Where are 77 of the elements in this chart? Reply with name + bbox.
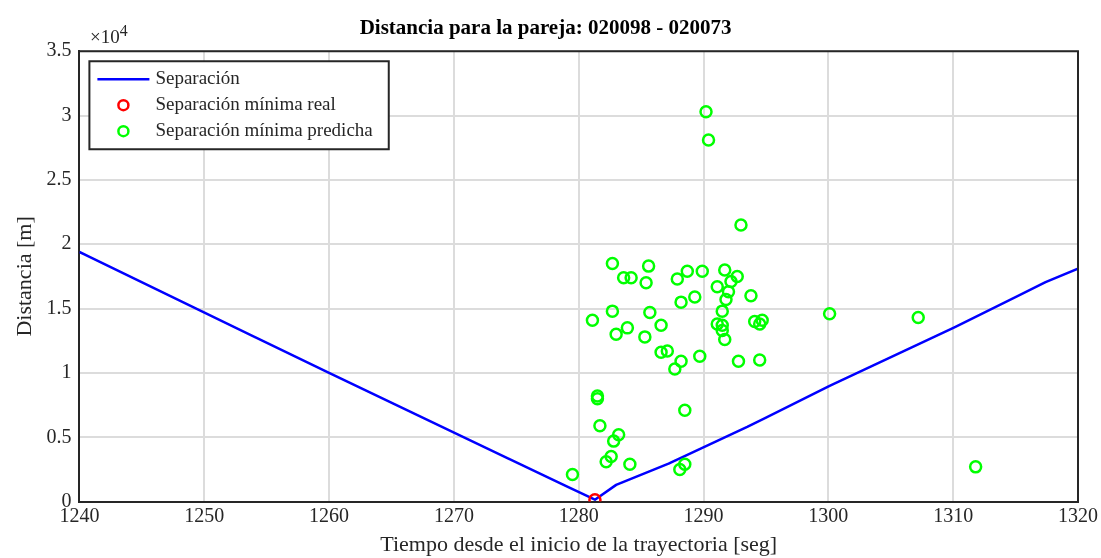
x-tick-label: 1250	[184, 503, 225, 526]
point	[968, 460, 983, 474]
point	[693, 349, 707, 363]
point	[638, 330, 652, 344]
point	[599, 454, 613, 469]
x-tick-label: 1280	[558, 503, 599, 526]
x-tick-label: 1270	[433, 503, 474, 526]
point	[747, 314, 762, 329]
y-tick-label: 3	[61, 102, 72, 125]
y-tick-label: 1.5	[46, 295, 72, 318]
point	[593, 418, 607, 433]
point	[699, 104, 713, 119]
y-tick-label: 2.5	[46, 167, 72, 190]
point	[654, 345, 668, 360]
point	[680, 264, 695, 278]
point	[643, 305, 657, 320]
text: ×10$^{4}$	[90, 22, 128, 49]
point	[609, 327, 623, 342]
point	[678, 457, 692, 472]
point	[731, 354, 746, 369]
point	[673, 462, 687, 477]
y-tick-label: 3.5	[46, 38, 72, 61]
legend-label: Separación	[155, 67, 241, 89]
point	[695, 264, 710, 278]
point	[701, 133, 716, 147]
point	[715, 323, 729, 338]
x-axis-title: Tiempo desde el inicio de la trayectoria [seg]	[380, 530, 778, 556]
x-tick-label: 1310	[933, 503, 974, 526]
point	[641, 259, 656, 273]
legend-label: Separación mínima real	[155, 93, 336, 115]
point	[670, 272, 685, 286]
point	[715, 318, 729, 333]
point	[616, 270, 631, 285]
point	[605, 304, 620, 318]
point	[721, 285, 736, 299]
point	[752, 317, 767, 331]
point	[624, 270, 638, 285]
y-tick-label: 2	[61, 231, 72, 254]
point	[606, 434, 621, 448]
x-tick-label: 1290	[683, 503, 724, 526]
point	[604, 449, 618, 464]
x-tick-label: 1260	[309, 503, 350, 526]
point	[660, 344, 675, 358]
point	[639, 276, 653, 290]
y-axis-title: Distancia [m]	[10, 216, 36, 337]
legend-label: Separación mínima predicha	[155, 119, 374, 141]
y-tick-label: 1	[61, 360, 72, 383]
point	[718, 263, 732, 277]
point	[674, 295, 688, 309]
point	[822, 306, 837, 321]
point	[710, 279, 725, 294]
point	[715, 304, 729, 318]
point	[620, 321, 635, 335]
point	[668, 362, 682, 376]
point	[565, 467, 580, 482]
point	[654, 318, 668, 333]
point	[911, 310, 925, 325]
point	[710, 317, 725, 331]
point	[678, 403, 692, 417]
point	[752, 353, 767, 367]
point	[611, 427, 626, 442]
chart-title: Distancia para la pareja: 020098 - 020073	[359, 15, 732, 40]
x-tick-label: 1300	[808, 503, 849, 526]
point	[755, 313, 769, 327]
point	[605, 256, 620, 271]
point	[719, 292, 733, 307]
point	[744, 288, 758, 303]
point	[585, 313, 600, 327]
y-tick-label: 0.5	[46, 424, 72, 447]
point	[674, 354, 688, 369]
point	[623, 457, 637, 472]
point	[730, 269, 744, 284]
point	[734, 218, 748, 232]
point	[724, 274, 738, 289]
point	[688, 290, 702, 304]
point	[718, 332, 732, 347]
x-tick-label: 1320	[1058, 503, 1098, 526]
